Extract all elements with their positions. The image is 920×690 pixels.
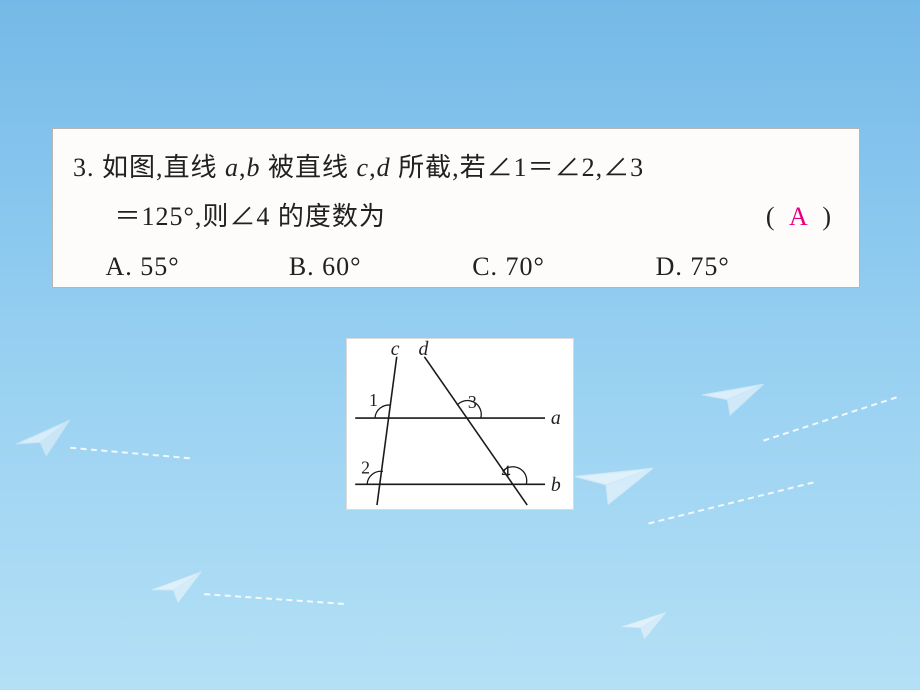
plane-trail	[204, 593, 344, 605]
label-d: d	[418, 339, 428, 360]
plane-trail	[763, 396, 897, 441]
option-D[interactable]: D. 75°	[656, 242, 839, 291]
label-a: a	[551, 407, 561, 429]
q-text: 被直线	[268, 153, 349, 182]
paper-plane-icon	[568, 449, 656, 516]
line-c	[377, 357, 397, 505]
paper-plane-icon	[12, 416, 77, 464]
angle-4-label: 4	[502, 461, 511, 481]
question-line-2: ＝125°,则∠4 的度数为 ( A )	[73, 192, 839, 241]
angle-3-label: 3	[468, 392, 477, 412]
var-b: b	[247, 153, 261, 182]
label-c: c	[391, 339, 400, 360]
paper-plane-icon	[698, 373, 766, 423]
option-A[interactable]: A. 55°	[105, 242, 288, 291]
q-text: 所截,若∠1＝∠2,∠3	[398, 153, 644, 182]
line-d	[424, 357, 527, 505]
option-B[interactable]: B. 60°	[289, 242, 472, 291]
comma1: ,	[239, 153, 247, 182]
answer-letter: A	[785, 202, 814, 231]
question-line-1: 3. 如图,直线 a,b 被直线 c,d 所截,若∠1＝∠2,∠3	[73, 143, 839, 192]
question-number: 3.	[73, 153, 95, 182]
paper-plane-icon	[149, 568, 205, 608]
var-a: a	[225, 153, 239, 182]
label-b: b	[551, 474, 561, 496]
paren-close: )	[822, 202, 833, 231]
geometry-figure: c d a b 1 2 3 4	[346, 338, 574, 510]
paren-open: (	[766, 202, 777, 231]
var-c: c	[357, 153, 370, 182]
angle-1-label: 1	[369, 390, 378, 410]
q-text: 如图,直线	[102, 153, 218, 182]
plane-trail	[70, 447, 190, 459]
answer-box: ( A )	[766, 192, 833, 241]
plane-trail	[648, 481, 813, 524]
var-d: d	[377, 153, 391, 182]
options-row: A. 55° B. 60° C. 70° D. 75°	[73, 242, 839, 291]
comma2: ,	[369, 153, 377, 182]
paper-plane-icon	[619, 609, 668, 643]
q-text: ＝125°,则∠4 的度数为	[115, 202, 386, 231]
figure-svg: c d a b 1 2 3 4	[347, 339, 573, 509]
question-card: 3. 如图,直线 a,b 被直线 c,d 所截,若∠1＝∠2,∠3 ＝125°,…	[52, 128, 860, 288]
option-C[interactable]: C. 70°	[472, 242, 655, 291]
angle-2-label: 2	[361, 457, 370, 477]
